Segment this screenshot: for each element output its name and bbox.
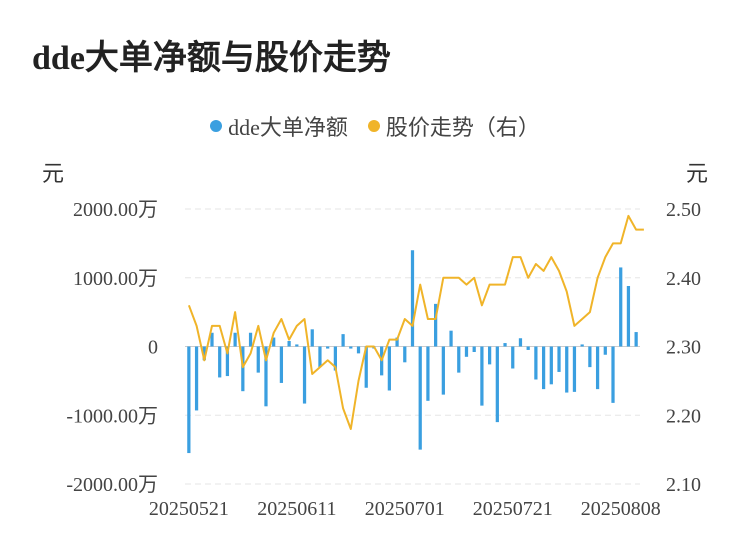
right-axis-tick-label: 2.30 [666, 337, 701, 359]
bar [572, 346, 577, 392]
left-axis-tick-label: -2000.00万 [66, 474, 158, 496]
bar [264, 346, 268, 407]
left-axis-tick-label: 0 [148, 337, 158, 359]
bar [287, 341, 291, 347]
bar [603, 346, 607, 355]
bar [503, 343, 507, 347]
bar [595, 346, 600, 390]
bar [310, 329, 314, 347]
x-axis-tick-label: 20250521 [149, 498, 229, 520]
bar [434, 303, 438, 347]
legend-label-dde: dde大单净额 [228, 115, 348, 140]
bar [272, 337, 276, 347]
left-axis-tick-label: 1000.00万 [73, 268, 158, 290]
legend: dde大单净额 股价走势（右） [0, 110, 750, 142]
bar [326, 346, 330, 349]
bar [565, 346, 569, 393]
bar [364, 346, 368, 388]
bar [480, 346, 484, 406]
bar [187, 346, 191, 454]
legend-item-dde[interactable]: dde大单净额 [210, 110, 348, 142]
bar [349, 346, 353, 349]
bar [356, 346, 361, 354]
bar [387, 346, 391, 391]
right-axis-unit: 元 [685, 161, 708, 186]
bar [464, 346, 469, 357]
bar [418, 346, 422, 450]
bar [194, 346, 199, 411]
bar [218, 346, 222, 378]
left-axis-tick-label: 2000.00万 [73, 199, 158, 221]
right-axis-tick-label: 2.50 [666, 199, 701, 221]
bar [472, 346, 476, 352]
left-axis-tick-label: -1000.00万 [66, 405, 158, 427]
bar [534, 346, 538, 380]
left-axis-unit: 元 [42, 161, 65, 186]
bar [611, 346, 615, 403]
bar [457, 346, 461, 373]
legend-item-price[interactable]: 股价走势（右） [367, 110, 540, 142]
bar [248, 332, 253, 347]
bar [541, 346, 546, 390]
bar [634, 332, 638, 347]
price-line [187, 214, 644, 430]
bar [557, 346, 561, 372]
bar [279, 346, 284, 383]
bar [626, 286, 631, 347]
bar [318, 346, 322, 368]
bar [210, 332, 214, 347]
bar [526, 346, 530, 350]
bar [395, 337, 399, 347]
bar [549, 346, 553, 385]
bar [202, 346, 206, 361]
bar [295, 344, 299, 347]
bar [233, 332, 237, 347]
bar [441, 346, 445, 395]
bar [495, 346, 499, 423]
bar [588, 346, 592, 368]
x-axis-tick-label: 20250611 [257, 498, 336, 520]
legend-label-price: 股价走势（右） [385, 115, 540, 140]
bar [449, 330, 453, 347]
legend-swatch-price [367, 120, 380, 132]
bar [580, 344, 584, 347]
chart-title: dde大单净额与股价走势 [32, 40, 391, 77]
bar [302, 346, 307, 404]
bar [225, 346, 230, 377]
bar [341, 334, 345, 347]
right-axis-tick-label: 2.40 [666, 268, 701, 290]
bar [518, 338, 523, 347]
bar [333, 346, 338, 371]
bar [256, 346, 260, 373]
bar [410, 250, 415, 347]
x-axis-tick-label: 20250808 [581, 498, 661, 520]
bar [487, 346, 492, 365]
bar [426, 346, 430, 401]
x-axis-tick-label: 20250721 [473, 498, 553, 520]
legend-swatch-dde [210, 120, 223, 132]
bar [241, 346, 245, 392]
bar [403, 346, 407, 363]
right-axis-tick-label: 2.20 [666, 405, 701, 427]
bar [619, 267, 623, 347]
x-axis-tick-label: 20250701 [365, 498, 445, 520]
right-axis-tick-label: 2.10 [666, 474, 701, 496]
bar [511, 346, 515, 369]
